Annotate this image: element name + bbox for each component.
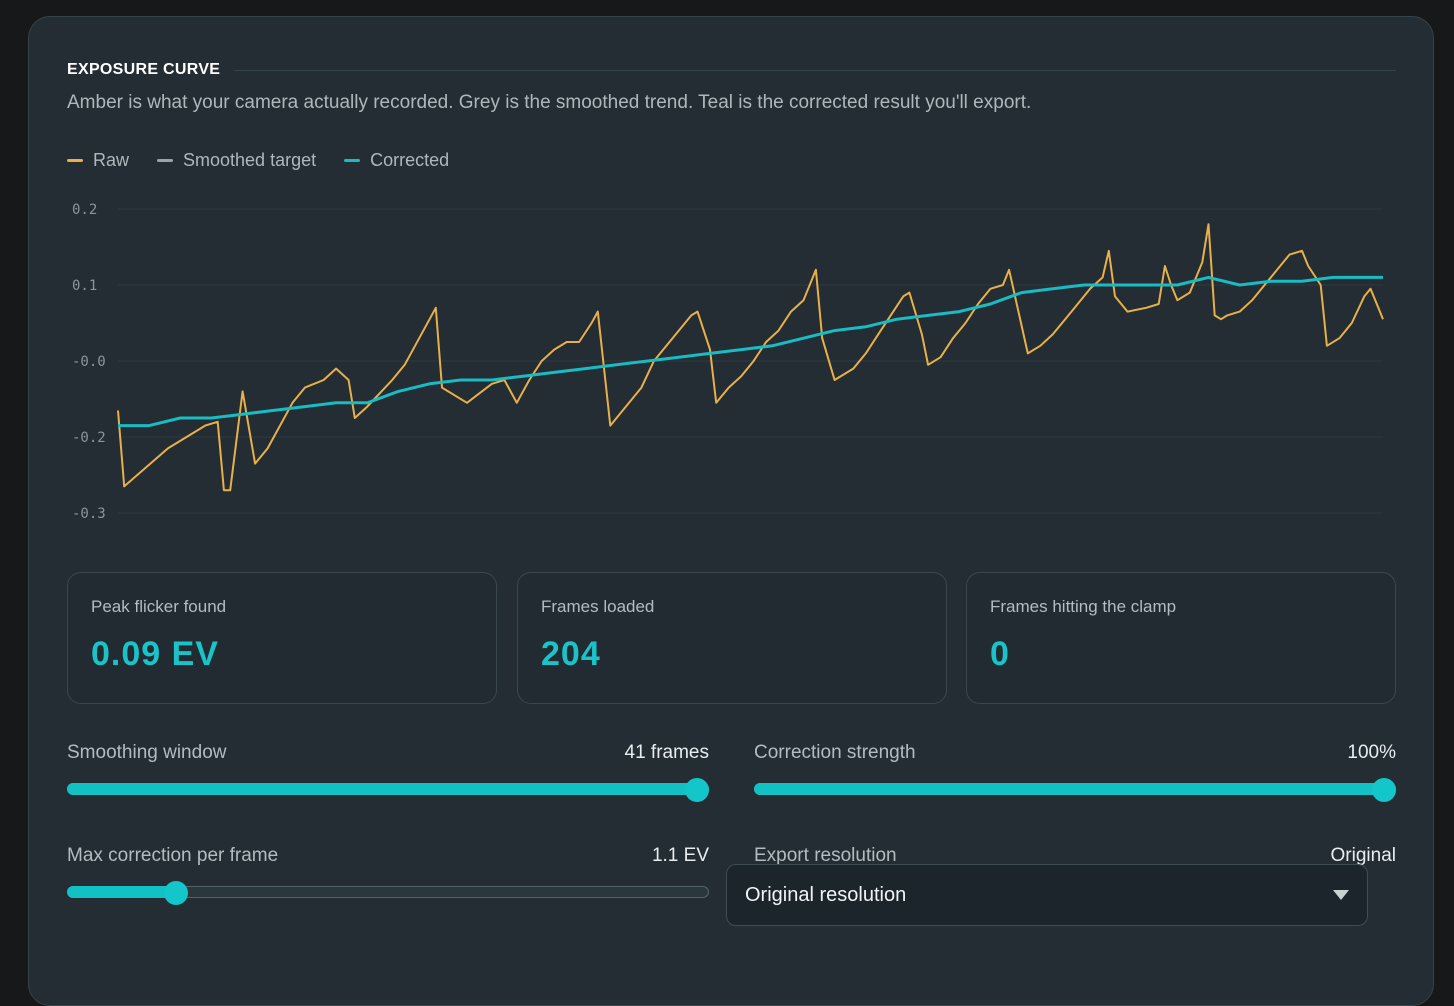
slider-fill: [67, 886, 177, 898]
y-tick-label: 0.2: [72, 202, 97, 218]
export-resolution-select[interactable]: Original resolution: [726, 864, 1368, 926]
correction-strength-label: Correction strength: [754, 742, 916, 763]
chevron-down-icon[interactable]: [1333, 890, 1349, 900]
panel-content: EXPOSURE CURVE Amber is what your camera…: [28, 16, 1434, 978]
stat-frames-clamped: Frames hitting the clamp 0: [966, 572, 1396, 704]
slider-fill: [754, 783, 1396, 795]
max-correction-slider[interactable]: [67, 881, 709, 905]
legend-swatch-raw: [67, 159, 83, 162]
slider-thumb[interactable]: [164, 881, 189, 905]
exposure-panel: [28, 16, 1434, 1006]
export-resolution-control: Export resolution Original: [754, 845, 1396, 867]
stat-value: 0.09 EV: [91, 635, 219, 673]
slider-thumb[interactable]: [685, 778, 709, 802]
slider-thumb[interactable]: [1372, 778, 1396, 802]
smoothing-window-value: 41 frames: [624, 742, 709, 763]
smoothing-window-slider[interactable]: [67, 778, 709, 802]
y-tick-label: -0.2: [72, 430, 106, 446]
smoothing-window-control: Smoothing window 41 frames: [67, 742, 709, 802]
correction-strength-value: 100%: [1347, 742, 1396, 763]
legend-swatch-smoothed: [157, 159, 174, 162]
legend-item-corrected: Corrected: [344, 150, 449, 171]
section-header: EXPOSURE CURVE: [67, 58, 1396, 82]
export-resolution-value: Original: [1330, 845, 1396, 866]
legend-item-raw: Raw: [67, 150, 129, 171]
export-resolution-selected: Original resolution: [745, 883, 907, 906]
smoothing-window-label: Smoothing window: [67, 742, 227, 763]
section-divider: [234, 69, 1396, 71]
legend-label-raw: Raw: [93, 150, 130, 170]
slider-fill: [67, 783, 709, 795]
section-title: EXPOSURE CURVE: [67, 61, 221, 78]
chart-legend: Raw Smoothed target Corrected: [67, 150, 477, 171]
exposure-chart: 0.2 0.1 -0.0 -0.2 -0.3: [72, 202, 1384, 522]
max-correction-value: 1.1 EV: [651, 845, 709, 866]
chart-description: Amber is what your camera actually recor…: [67, 92, 1032, 113]
legend-item-smoothed: Smoothed target: [157, 150, 316, 171]
stat-label: Peak flicker found: [91, 597, 227, 616]
y-tick-label: -0.0: [72, 354, 106, 370]
max-correction-control: Max correction per frame 1.1 EV: [67, 845, 709, 905]
legend-label-corrected: Corrected: [370, 150, 450, 170]
correction-strength-control: Correction strength 100%: [754, 742, 1396, 802]
stat-frames-loaded: Frames loaded 204: [517, 572, 947, 704]
stat-peak-flicker: Peak flicker found 0.09 EV: [67, 572, 497, 704]
series-line-corrected: [118, 275, 1383, 428]
stat-value: 204: [541, 635, 601, 673]
y-tick-label: -0.3: [72, 506, 106, 522]
stat-label: Frames loaded: [541, 597, 655, 616]
legend-label-smoothed: Smoothed target: [183, 150, 317, 170]
series-line-raw: [117, 223, 1384, 492]
max-correction-label: Max correction per frame: [67, 845, 279, 866]
legend-swatch-corrected: [344, 159, 361, 162]
correction-strength-slider[interactable]: [754, 778, 1396, 802]
export-resolution-label: Export resolution: [754, 845, 897, 866]
y-tick-label: 0.1: [72, 278, 97, 294]
stat-value: 0: [990, 635, 1010, 673]
stat-label: Frames hitting the clamp: [990, 597, 1177, 616]
